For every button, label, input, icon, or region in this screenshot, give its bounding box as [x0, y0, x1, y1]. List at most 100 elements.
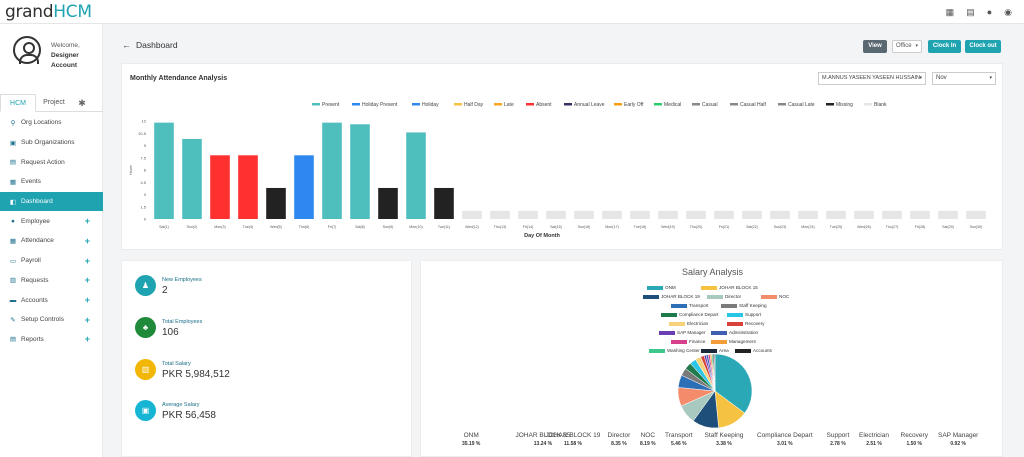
app-logo[interactable]: grandHCM	[5, 2, 92, 22]
salary-legend-item: Recovery	[727, 321, 764, 326]
legend-swatch	[761, 294, 777, 299]
plus-icon[interactable]: +	[84, 314, 90, 325]
sidebar-item-label: Request Action	[21, 158, 65, 166]
x-tick-label: Sat(29)	[942, 225, 954, 229]
sidebar-item-label: Setup Controls	[21, 316, 64, 324]
attendance-card: Monthly Attendance Analysis M.ANNUS YASE…	[121, 63, 1003, 250]
group-icon: ♣	[135, 317, 156, 338]
attendance-bar	[462, 210, 482, 219]
sidebar-item-payroll[interactable]: ▭ Payroll +	[0, 251, 103, 271]
sidebar-item-org-locations[interactable]: ⚲ Org Locations	[0, 113, 103, 133]
attendance-bar	[266, 187, 286, 219]
x-tick-label: Sat(15)	[550, 225, 562, 229]
legend-label: Transport	[689, 303, 709, 308]
tab-hcm[interactable]: HCM	[0, 94, 36, 112]
bell-icon[interactable]: ●	[986, 7, 993, 17]
salary-percent-item: Recovery 1.50 %	[901, 432, 928, 447]
x-tick-label: Sun(16)	[578, 225, 591, 229]
plus-icon[interactable]: +	[84, 334, 90, 345]
x-tick-label: Sat(22)	[746, 225, 758, 229]
attendance-icon: ▦	[9, 237, 17, 245]
user-icon[interactable]: ◉	[1004, 7, 1012, 17]
x-tick-label: Mon(3)	[214, 225, 225, 229]
payroll-icon: ▭	[9, 257, 17, 265]
x-tick-label: Sun(2)	[187, 225, 198, 229]
sidebar-item-reports[interactable]: ▤ Reports +	[0, 330, 103, 350]
sidebar-item-requests[interactable]: ▥ Requests +	[0, 271, 103, 291]
legend-swatch	[671, 303, 687, 308]
percent-name: Director	[607, 432, 631, 439]
legend-swatch	[669, 321, 685, 326]
legend-label: ONM	[665, 285, 676, 290]
page-title: Dashboard	[136, 40, 178, 50]
sidebar-item-setup-controls[interactable]: ✎ Setup Controls +	[0, 310, 103, 330]
clipboard-icon[interactable]: ▤	[966, 7, 975, 17]
percent-name: ONM	[463, 432, 479, 439]
sidebar-item-events[interactable]: ▦ Events	[0, 172, 103, 192]
caret-down-icon: ▾	[919, 75, 922, 81]
salary-legend-item: Support	[727, 312, 761, 317]
salary-legend-item: NOC	[761, 294, 789, 299]
salary-legend-item: Compliance Depart	[661, 312, 718, 317]
legend-label: Casual Half	[740, 102, 766, 108]
month-select[interactable]: Nov ▾	[932, 72, 996, 85]
events-icon: ▦	[9, 178, 17, 186]
attendance-bar	[546, 210, 566, 219]
employee-select[interactable]: M.ANNUS YASEEN YASEEN HUSSAIN ▾	[818, 72, 926, 85]
clock-out-button[interactable]: Clock out	[965, 40, 1001, 53]
sidebar-item-accounts[interactable]: ▬ Accounts +	[0, 290, 103, 310]
y-tick-label: 9	[144, 143, 147, 148]
gear-icon[interactable]: ✱	[78, 98, 86, 108]
legend-swatch	[692, 103, 700, 106]
salary-percent-item: NOC 8.19 %	[640, 432, 656, 447]
y-tick-label: 7.5	[140, 155, 146, 160]
stat-value: PKR 56,458	[162, 410, 216, 421]
legend-swatch	[711, 330, 727, 335]
x-tick-label: Sun(23)	[774, 225, 787, 229]
sidebar-item-attendance[interactable]: ▦ Attendance +	[0, 231, 103, 251]
attendance-bar	[854, 210, 874, 219]
x-tick-label: Thu(20)	[690, 225, 703, 229]
legend-label: Director	[725, 294, 742, 299]
sidebar-nav: ⚲ Org Locations ▣ Sub Organizations ▤ Request…	[0, 113, 103, 349]
avatar-icon[interactable]	[13, 36, 41, 64]
calendar-icon[interactable]: ▦	[945, 7, 955, 17]
back-arrow-icon[interactable]: ←	[122, 40, 131, 50]
legend-label: Holiday	[422, 102, 439, 108]
legend-swatch	[352, 103, 360, 106]
caret-down-icon: ▾	[989, 75, 992, 81]
plus-icon[interactable]: +	[84, 255, 90, 266]
tab-project[interactable]: Project	[43, 99, 65, 106]
sidebar-item-request-action[interactable]: ▤ Request Action	[0, 152, 103, 172]
legend-swatch	[727, 312, 743, 317]
attendance-bar	[518, 210, 538, 219]
plus-icon[interactable]: +	[84, 216, 90, 227]
office-select[interactable]: Office ▾	[892, 40, 922, 53]
attendance-bar	[938, 210, 958, 219]
top-bar: grandHCM ▦ ▤ ● ◉	[0, 0, 1024, 24]
sidebar-item-label: Requests	[21, 276, 49, 284]
legend-swatch	[661, 312, 677, 317]
plus-icon[interactable]: +	[84, 235, 90, 246]
x-tick-label: Wed(12)	[465, 225, 479, 229]
attendance-bar	[238, 155, 258, 219]
sidebar-item-dashboard[interactable]: ◧ Dashboard	[0, 191, 103, 212]
attendance-bar	[602, 210, 622, 219]
legend-swatch	[735, 348, 751, 353]
salary-percent-item: Support 2.78 %	[827, 432, 850, 447]
percent-name: NOC	[640, 432, 656, 439]
plus-icon[interactable]: +	[84, 275, 90, 286]
salary-legend-item: Staff Keeping	[721, 303, 767, 308]
percent-value: 2.51 %	[866, 441, 882, 447]
salary-legend-item: JOHAR BLOCK 15	[701, 285, 758, 290]
x-tick-label: Sat(8)	[355, 225, 365, 229]
view-button[interactable]: View	[863, 40, 887, 53]
legend-label: Support	[745, 312, 762, 317]
salary-legend-item: Washing Center	[649, 348, 700, 353]
clock-in-button[interactable]: Clock In	[928, 40, 961, 53]
sidebar-item-sub-organizations[interactable]: ▣ Sub Organizations	[0, 133, 103, 153]
plus-icon[interactable]: +	[84, 295, 90, 306]
stat-label: New Employees	[162, 277, 202, 283]
attendance-bar	[378, 187, 398, 219]
sidebar-item-employee[interactable]: ● Employee +	[0, 211, 103, 231]
